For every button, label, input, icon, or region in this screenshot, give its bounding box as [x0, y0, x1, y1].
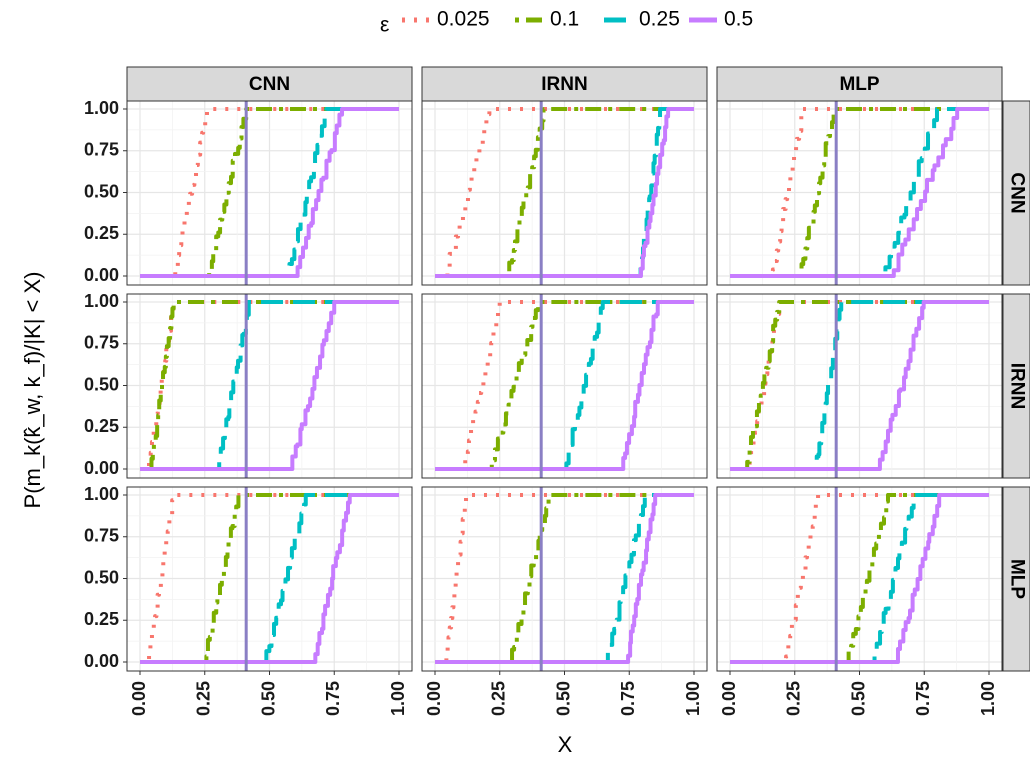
- y-tick-label: 0.00: [84, 265, 119, 285]
- x-tick-label: 0.50: [258, 681, 278, 716]
- row-strip-mlp: MLP: [1002, 486, 1030, 672]
- x-tick-label: 1.00: [683, 681, 703, 716]
- series-line-0-25: [435, 300, 694, 471]
- row-strip-label: CNN: [1006, 172, 1027, 213]
- y-tick-label: 0.25: [84, 223, 119, 243]
- panel-mlp-mlp: 0.00 0.25 0.50 0.75 1.00: [716, 486, 1003, 716]
- series-line-0-5: [435, 493, 694, 664]
- col-strip-cnn: CNN: [126, 66, 413, 102]
- y-tick-label: 1.00: [84, 484, 119, 504]
- row-strip-label: IRNN: [1006, 363, 1027, 409]
- series-line-0-025: [435, 300, 694, 471]
- y-tick-label: 1.00: [84, 291, 119, 311]
- x-tick-label: 1.00: [978, 681, 998, 716]
- series-line-0-025: [140, 107, 399, 278]
- x-tick-label: 0.75: [913, 681, 933, 716]
- x-tick-label: 0.25: [194, 681, 214, 716]
- x-tick-label: 0.00: [424, 681, 444, 716]
- x-tick-label: 0.50: [848, 681, 868, 716]
- series-line-0-1: [140, 493, 399, 664]
- series-line-0-025: [730, 493, 989, 664]
- y-axis-title: P(m_k(k̂_w, k_f)/|K| < X): [20, 272, 45, 509]
- series-line-0-1: [435, 300, 694, 471]
- x-tick-label: 0.25: [784, 681, 804, 716]
- col-strip-label: MLP: [839, 74, 879, 95]
- series-line-0-5: [140, 107, 399, 278]
- series-line-0-5: [730, 300, 989, 471]
- legend-label-0-1: 0.1: [550, 8, 579, 31]
- series-line-0-025: [730, 107, 989, 278]
- series-line-0-25: [730, 300, 989, 471]
- y-tick-label: 0.00: [84, 458, 119, 478]
- x-tick-label: 0.00: [129, 681, 149, 716]
- series-line-0-25: [140, 107, 399, 278]
- row-strip-label: MLP: [1006, 559, 1027, 599]
- panel-irnn-irnn: [421, 293, 708, 479]
- legend: ε 0.025 0.1 0.25 0.5: [380, 8, 753, 37]
- y-tick-label: 0.50: [84, 181, 119, 201]
- y-axis-title-text: P(m_k(k̂_w, k_f)/|K| < X): [20, 272, 45, 509]
- legend-label-0-025: 0.025: [437, 8, 490, 31]
- series-line-0-5: [435, 300, 694, 471]
- col-strip-irnn: IRNN: [421, 66, 708, 102]
- panel-irnn-mlp: [716, 293, 1003, 479]
- series-line-0-25: [730, 493, 989, 664]
- x-tick-label: 0.25: [489, 681, 509, 716]
- y-tick-label: 0.25: [84, 609, 119, 629]
- legend-title: ε: [380, 14, 389, 37]
- x-axis-title: X: [558, 732, 573, 757]
- series-line-0-5: [730, 493, 989, 664]
- series-line-0-5: [730, 107, 989, 278]
- series-line-0-25: [140, 493, 399, 664]
- series-line-0-1: [730, 107, 989, 278]
- x-tick-label: 1.00: [388, 681, 408, 716]
- x-tick-label: 0.50: [553, 681, 573, 716]
- series-line-0-1: [730, 300, 989, 471]
- panel-irnn-cnn: 0.00 0.25 0.50 0.75 1.00: [84, 291, 413, 479]
- series-line-0-1: [140, 107, 399, 278]
- series-line-0-025: [435, 493, 694, 664]
- series-line-0-25: [435, 493, 694, 664]
- y-tick-label: 0.75: [84, 526, 119, 546]
- row-strip-irnn: IRNN: [1002, 293, 1030, 479]
- y-tick-label: 0.50: [84, 374, 119, 394]
- y-tick-label: 0.50: [84, 567, 119, 587]
- y-tick-label: 0.75: [84, 140, 119, 160]
- panel-cnn-mlp: [716, 100, 1003, 286]
- panel-mlp-irnn: 0.00 0.25 0.50 0.75 1.00: [421, 486, 708, 716]
- y-tick-label: 0.25: [84, 416, 119, 436]
- series-line-0-5: [140, 493, 399, 664]
- series-line-0-5: [140, 300, 399, 471]
- col-strip-label: IRNN: [541, 74, 587, 95]
- series-line-0-1: [730, 493, 989, 664]
- legend-label-0-5: 0.5: [724, 8, 753, 31]
- x-tick-label: 0.00: [719, 681, 739, 716]
- panel-mlp-cnn: 0.00 0.25 0.50 0.75 1.00 0.00 0.25 0.50 0.75 1.00: [84, 484, 413, 716]
- col-strip-label: CNN: [249, 74, 290, 95]
- series-line-0-5: [435, 107, 694, 278]
- legend-label-0-25: 0.25: [639, 8, 680, 31]
- panel-cnn-cnn: 0.00 0.25 0.50 0.75 1.00: [84, 98, 413, 286]
- series-line-0-025: [140, 493, 399, 664]
- y-tick-label: 0.75: [84, 333, 119, 353]
- x-tick-label: 0.75: [618, 681, 638, 716]
- panel-cnn-irnn: [421, 100, 708, 286]
- series-line-0-1: [140, 300, 399, 471]
- row-strip-cnn: CNN: [1002, 100, 1030, 286]
- series-line-0-1: [435, 493, 694, 664]
- x-tick-label: 0.75: [323, 681, 343, 716]
- col-strip-mlp: MLP: [716, 66, 1003, 102]
- series-line-0-025: [435, 107, 694, 278]
- y-tick-label: 1.00: [84, 98, 119, 118]
- series-line-0-25: [730, 107, 989, 278]
- y-tick-label: 0.00: [84, 651, 119, 671]
